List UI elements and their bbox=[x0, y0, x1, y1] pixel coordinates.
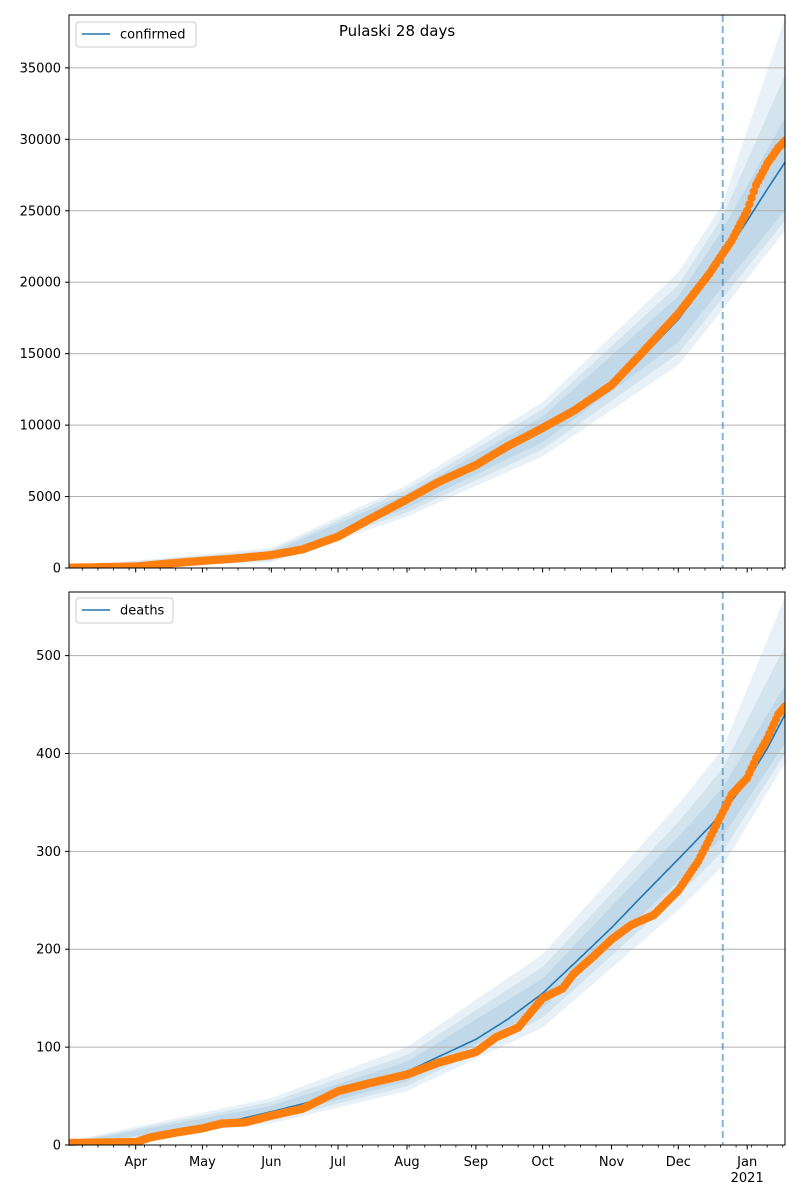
observed-point bbox=[747, 193, 756, 203]
legend-label-deaths: deaths bbox=[120, 604, 165, 619]
deaths-axes bbox=[68, 591, 786, 1146]
deaths-legend: deaths bbox=[75, 597, 174, 624]
x-tick-label: Nov bbox=[599, 1155, 625, 1170]
x-tick-label: Sep bbox=[464, 1155, 489, 1170]
y-tick-label: 25000 bbox=[20, 204, 61, 219]
y-tick-label: 500 bbox=[36, 649, 61, 664]
observed-point bbox=[780, 136, 785, 145]
x-tick-label: May bbox=[189, 1155, 216, 1170]
y-tick-label: 100 bbox=[36, 1041, 61, 1056]
x-tick-label: Jul bbox=[329, 1155, 346, 1170]
uncertainty-band bbox=[69, 75, 785, 568]
deaths-observed-points bbox=[69, 702, 785, 1145]
axes-frame bbox=[68, 591, 786, 1146]
y-tick-label: 300 bbox=[36, 845, 61, 860]
legend-box bbox=[75, 597, 174, 624]
confirmed-axes bbox=[68, 14, 786, 569]
deaths-y-ticks: 0 100 200 300 400 500 bbox=[36, 649, 69, 1154]
y-tick-label: 5000 bbox=[28, 490, 61, 505]
y-tick-label: 35000 bbox=[20, 61, 61, 76]
y-tick-label: 20000 bbox=[20, 276, 61, 291]
y-tick-label: 200 bbox=[36, 943, 61, 958]
deaths-chart: 0 100 200 300 400 500 Apr May Jun Jul Aug Sep Oct No… bbox=[36, 591, 786, 1186]
y-tick-label: 30000 bbox=[20, 133, 61, 148]
figure-title: Pulaski 28 days bbox=[339, 22, 456, 40]
y-tick-label: 0 bbox=[53, 1139, 61, 1154]
observed-point bbox=[743, 206, 752, 215]
x-tick-label: Aug bbox=[394, 1155, 419, 1170]
confirmed-uncertainty-bands bbox=[69, 17, 785, 568]
y-tick-label: 400 bbox=[36, 747, 61, 762]
x-tick-label: Jun bbox=[260, 1155, 281, 1170]
confirmed-legend: confirmed bbox=[75, 21, 197, 48]
y-tick-label: 0 bbox=[53, 562, 61, 577]
confirmed-observed-points bbox=[69, 136, 785, 568]
x-tick-label: Jan bbox=[736, 1155, 757, 1170]
legend-box bbox=[75, 21, 197, 48]
uncertainty-band bbox=[69, 685, 785, 1145]
y-tick-label: 10000 bbox=[20, 419, 61, 434]
observed-point bbox=[780, 702, 785, 711]
uncertainty-band bbox=[69, 117, 785, 568]
legend-label-confirmed: confirmed bbox=[120, 28, 186, 43]
uncertainty-band bbox=[69, 596, 785, 1145]
observed-point bbox=[749, 187, 759, 196]
confirmed-y-ticks: 0 5000 10000 15000 20000 25000 30000 35000 bbox=[20, 61, 69, 577]
x-tick-year-label: 2021 bbox=[731, 1171, 764, 1186]
x-tick-label: Dec bbox=[666, 1155, 691, 1170]
x-tick-label: Oct bbox=[531, 1155, 553, 1170]
x-tick-label: Apr bbox=[124, 1155, 147, 1170]
y-tick-label: 15000 bbox=[20, 347, 61, 362]
confirmed-chart: 0 5000 10000 15000 20000 25000 30000 35000 conf… bbox=[20, 14, 786, 577]
axes-frame bbox=[68, 14, 786, 569]
observed-point bbox=[745, 200, 754, 209]
confirmed-x-ticks bbox=[81, 568, 784, 573]
